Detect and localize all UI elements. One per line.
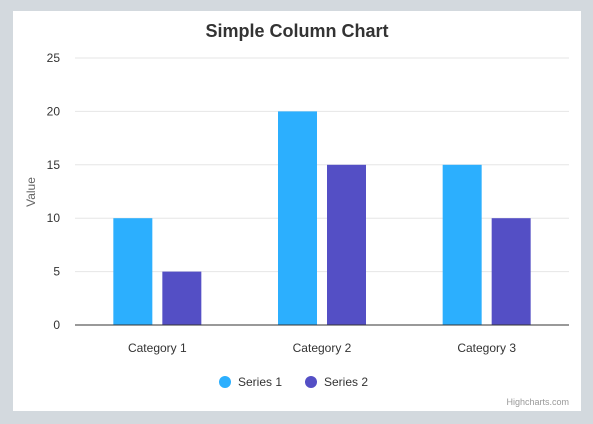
bar-1-1[interactable]: [113, 218, 153, 325]
chart-container: Simple Column Chart 0 5 10 15 20 25 Value Cat…: [13, 11, 581, 411]
credits-link[interactable]: Highcharts.com: [506, 397, 569, 407]
bar-1-3[interactable]: [442, 164, 482, 325]
legend: Series 1 Series 2: [219, 375, 368, 389]
x-axis-ticks: Category 1 Category 2 Category 3: [128, 341, 516, 355]
bar-2-3[interactable]: [491, 218, 531, 325]
y-tick-label: 20: [47, 104, 61, 118]
chart-title: Simple Column Chart: [205, 21, 388, 41]
legend-label: Series 1: [238, 375, 282, 389]
bars: [113, 111, 531, 326]
legend-marker-icon: [219, 376, 231, 388]
grid-lines: [75, 57, 569, 273]
x-tick-label: Category 1: [128, 341, 187, 355]
y-axis-title: Value: [24, 177, 38, 207]
y-tick-label: 15: [47, 158, 61, 172]
bar-1-2[interactable]: [278, 111, 317, 326]
y-tick-label: 25: [47, 51, 61, 65]
legend-item-series-2[interactable]: Series 2: [305, 375, 368, 389]
y-tick-label: 0: [53, 318, 60, 332]
legend-item-series-1[interactable]: Series 1: [219, 375, 282, 389]
bar-2-2[interactable]: [327, 164, 366, 325]
column-chart: Simple Column Chart 0 5 10 15 20 25 Value Cat…: [24, 21, 569, 407]
y-tick-label: 10: [47, 211, 61, 225]
legend-label: Series 2: [324, 375, 368, 389]
x-tick-label: Category 3: [457, 341, 516, 355]
x-tick-label: Category 2: [293, 341, 352, 355]
legend-marker-icon: [305, 376, 317, 388]
y-tick-label: 5: [53, 265, 60, 279]
bar-2-1[interactable]: [162, 271, 202, 325]
y-axis-ticks: 0 5 10 15 20 25: [47, 51, 61, 332]
